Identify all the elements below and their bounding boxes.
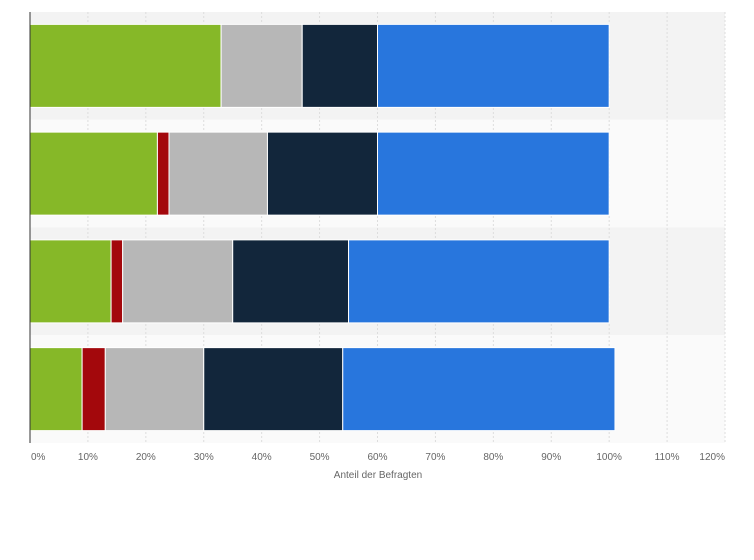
x-tick-label: 50% — [310, 452, 330, 463]
x-tick-label: 110% — [655, 452, 680, 463]
x-tick-label: 0% — [31, 452, 46, 463]
x-tick-label: 80% — [483, 452, 503, 463]
x-axis-title: Anteil der Befragten — [334, 470, 422, 481]
x-tick-label: 30% — [194, 452, 214, 463]
x-tick-labels: 0% 10% 20% 30% 40% 50% 60% 70% 80% 90% 100% 110% 120… — [31, 452, 725, 463]
bar-segment — [232, 239, 350, 324]
bar-segment — [122, 239, 234, 324]
bar-segment — [156, 131, 170, 216]
x-tick-label: 20% — [136, 452, 156, 463]
bar-segment — [168, 131, 268, 216]
x-tick-label: 60% — [367, 452, 387, 463]
bar-segment — [110, 239, 124, 324]
bar-segment — [104, 347, 205, 432]
x-tick-label: 90% — [541, 452, 561, 463]
bar-segment — [81, 347, 106, 432]
bar-segment — [220, 23, 303, 108]
bars — [29, 23, 616, 432]
bar-segment — [377, 23, 610, 108]
x-tick-label: 120% — [699, 452, 725, 463]
x-tick-label: 70% — [425, 452, 445, 463]
x-tick-label: 10% — [78, 452, 98, 463]
bar-segment — [29, 347, 83, 432]
bar-segment — [266, 131, 379, 216]
bar-segment — [348, 239, 610, 324]
bar-segment — [29, 239, 112, 324]
x-tick-label: 40% — [252, 452, 272, 463]
bar-segment — [377, 131, 610, 216]
bar-segment — [29, 23, 222, 108]
x-tick-label: 100% — [596, 452, 622, 463]
bar-segment — [301, 23, 379, 108]
bar-segment — [342, 347, 616, 432]
bar-segment — [29, 131, 158, 216]
bar-segment — [203, 347, 344, 432]
